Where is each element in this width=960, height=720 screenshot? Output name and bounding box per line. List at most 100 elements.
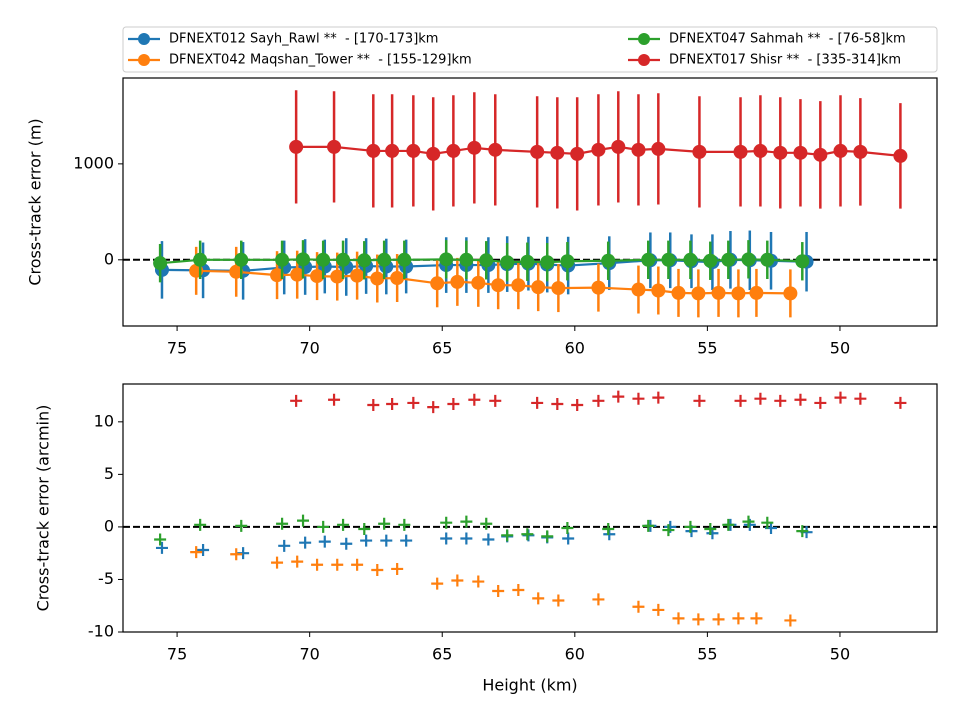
point	[296, 252, 311, 267]
point	[711, 285, 726, 300]
point	[350, 268, 365, 283]
point	[406, 143, 421, 158]
y-axis-label: Cross-track error (arcmin)	[34, 405, 53, 612]
point	[488, 142, 503, 157]
plus-marker	[612, 390, 625, 403]
point	[446, 143, 461, 158]
point	[760, 252, 775, 267]
y-axis-label: Cross-track error (m)	[26, 118, 45, 285]
plus-marker	[531, 396, 544, 409]
point	[793, 145, 808, 160]
point	[611, 139, 626, 154]
plus-marker	[317, 520, 330, 533]
point	[153, 256, 168, 271]
plus-marker	[501, 529, 514, 542]
plus-marker	[194, 518, 207, 531]
point	[550, 145, 565, 160]
point	[385, 143, 400, 158]
plus-marker	[340, 537, 353, 550]
point	[591, 280, 606, 295]
point	[641, 252, 656, 267]
point	[692, 144, 707, 159]
plus-marker	[894, 396, 907, 409]
plus-marker	[750, 612, 763, 625]
point	[500, 255, 515, 270]
point	[377, 252, 392, 267]
x-tick-label: 50	[830, 339, 850, 358]
point	[310, 269, 325, 284]
plus-marker	[278, 539, 291, 552]
y-tick-label: 0	[104, 249, 114, 268]
plus-marker	[400, 534, 413, 547]
point	[591, 142, 606, 157]
point	[275, 252, 290, 267]
point	[795, 254, 810, 269]
y-tick-label: 10	[94, 411, 114, 430]
point	[370, 271, 385, 286]
plus-marker	[197, 544, 210, 557]
plus-marker	[318, 535, 331, 548]
plus-marker	[367, 399, 380, 412]
plus-marker	[447, 397, 460, 410]
plus-marker	[541, 530, 554, 543]
x-tick-label: 70	[299, 645, 319, 664]
plus-marker	[561, 521, 574, 534]
point	[631, 282, 646, 297]
plus-marker	[155, 541, 168, 554]
point	[691, 286, 706, 301]
point	[430, 276, 445, 291]
point	[270, 268, 285, 283]
point	[853, 144, 868, 159]
plus-marker	[482, 533, 495, 546]
point	[731, 286, 746, 301]
plus-marker	[358, 523, 371, 536]
point	[491, 278, 506, 293]
plus-marker	[552, 594, 565, 607]
point	[721, 252, 736, 267]
plus-marker	[784, 614, 797, 627]
plot-area	[123, 390, 937, 627]
point	[733, 144, 748, 159]
plus-marker	[398, 518, 411, 531]
plus-marker	[521, 528, 534, 541]
plus-marker	[391, 562, 404, 575]
point	[467, 140, 482, 155]
plus-marker	[297, 514, 310, 527]
point	[520, 254, 535, 269]
point	[671, 285, 686, 300]
plus-marker	[754, 392, 767, 405]
axes-frame	[122, 383, 938, 633]
y-tick-label: -10	[88, 622, 114, 641]
point	[783, 286, 798, 301]
plus-marker	[407, 396, 420, 409]
point	[631, 142, 646, 157]
plus-marker	[722, 518, 735, 531]
plus-marker	[732, 612, 745, 625]
plus-marker	[337, 518, 350, 531]
point	[773, 145, 788, 160]
point	[551, 281, 566, 296]
legend-label: DFNEXT047 Sahmah ** - [76-58]km	[669, 32, 906, 47]
point	[289, 139, 304, 154]
legend-label: DFNEXT017 Shisr ** - [335-314]km	[669, 53, 901, 68]
plus-marker	[190, 546, 203, 559]
plus-marker	[742, 515, 755, 528]
plus-marker	[489, 394, 502, 407]
plus-marker	[602, 523, 615, 536]
point	[327, 139, 342, 154]
plus-marker	[796, 525, 809, 538]
plus-marker	[712, 613, 725, 626]
point	[530, 144, 545, 159]
y-tick-label: 5	[104, 464, 114, 483]
plus-marker	[652, 603, 665, 616]
legend-frame	[122, 26, 938, 73]
plot-area	[123, 90, 937, 318]
plus-marker	[460, 515, 473, 528]
plus-marker	[532, 592, 545, 605]
point	[229, 264, 244, 279]
point	[540, 255, 555, 270]
plus-marker	[271, 556, 284, 569]
plus-marker	[451, 574, 464, 587]
point	[426, 146, 441, 161]
plus-marker	[672, 612, 685, 625]
